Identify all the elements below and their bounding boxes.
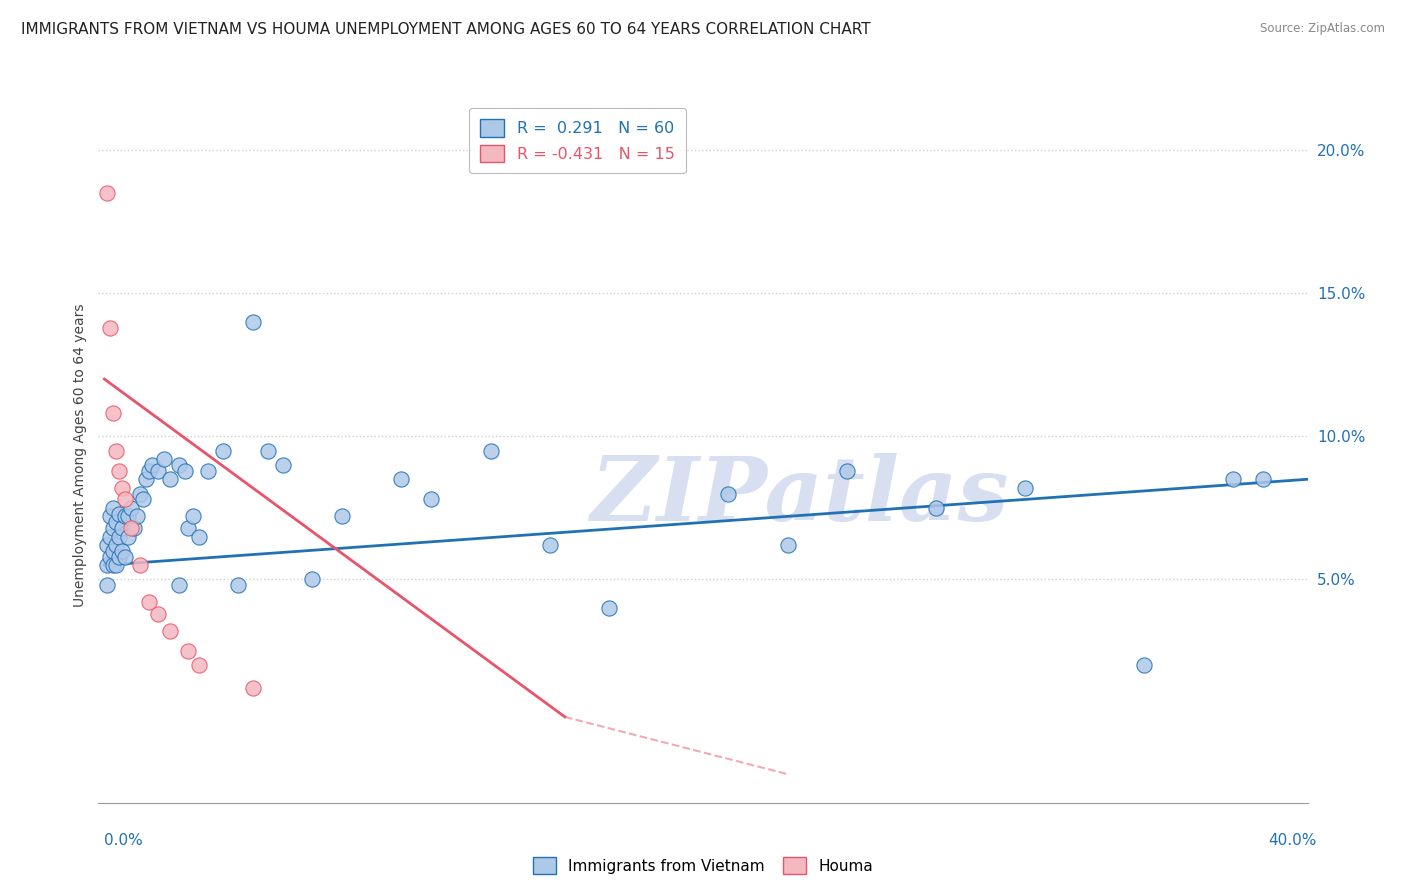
Point [242, 681, 264, 696]
Point [114, 492, 136, 507]
Point [105, 538, 128, 552]
Point [117, 529, 139, 543]
Point [598, 601, 620, 615]
Point [242, 315, 264, 329]
Point [1251, 472, 1274, 486]
Point [479, 443, 502, 458]
Point [173, 464, 195, 478]
Point [159, 624, 181, 638]
Point [538, 538, 561, 552]
Point [301, 573, 323, 587]
Point [98, 549, 121, 564]
Point [114, 549, 136, 564]
Point [1133, 658, 1156, 673]
Point [135, 472, 157, 486]
Point [141, 458, 163, 472]
Point [1222, 472, 1244, 486]
Point [96, 558, 118, 573]
Point [103, 500, 125, 515]
Point [146, 464, 169, 478]
Point [159, 472, 181, 486]
Point [120, 521, 142, 535]
Point [103, 558, 125, 573]
Point [330, 509, 353, 524]
Point [925, 500, 948, 515]
Point [103, 521, 125, 535]
Point [98, 529, 121, 543]
Point [176, 644, 198, 658]
Text: ZIPatlas: ZIPatlas [591, 453, 1008, 540]
Text: Source: ZipAtlas.com: Source: ZipAtlas.com [1260, 22, 1385, 36]
Point [197, 464, 219, 478]
Point [146, 607, 169, 621]
Point [117, 509, 139, 524]
Legend: Immigrants from Vietnam, Houma: Immigrants from Vietnam, Houma [527, 851, 879, 880]
Point [108, 507, 131, 521]
Point [167, 578, 190, 592]
Point [105, 558, 128, 573]
Point [226, 578, 249, 592]
Point [98, 320, 121, 334]
Point [835, 464, 858, 478]
Point [120, 500, 142, 515]
Point [391, 472, 413, 486]
Point [188, 529, 211, 543]
Point [271, 458, 294, 472]
Point [183, 509, 205, 524]
Point [1014, 481, 1036, 495]
Point [212, 443, 235, 458]
Point [96, 578, 118, 592]
Text: IMMIGRANTS FROM VIETNAM VS HOUMA UNEMPLOYMENT AMONG AGES 60 TO 64 YEARS CORRELAT: IMMIGRANTS FROM VIETNAM VS HOUMA UNEMPLO… [21, 22, 870, 37]
Point [420, 492, 443, 507]
Point [108, 464, 131, 478]
Point [167, 458, 190, 472]
Point [125, 509, 148, 524]
Point [129, 486, 152, 500]
Point [103, 544, 125, 558]
Point [188, 658, 211, 673]
Point [717, 486, 740, 500]
Point [108, 549, 131, 564]
Point [98, 509, 121, 524]
Point [103, 406, 125, 420]
Point [122, 521, 145, 535]
Text: 0.0%: 0.0% [104, 833, 143, 848]
Text: 40.0%: 40.0% [1268, 833, 1317, 848]
Point [111, 521, 134, 535]
Point [138, 595, 160, 609]
Point [111, 481, 134, 495]
Y-axis label: Unemployment Among Ages 60 to 64 years: Unemployment Among Ages 60 to 64 years [73, 303, 87, 607]
Legend: R =  0.291   N = 60, R = -0.431   N = 15: R = 0.291 N = 60, R = -0.431 N = 15 [470, 108, 686, 173]
Point [256, 443, 278, 458]
Point [176, 521, 198, 535]
Point [132, 492, 155, 507]
Point [129, 558, 152, 573]
Point [105, 443, 128, 458]
Point [114, 509, 136, 524]
Point [152, 452, 174, 467]
Point [96, 538, 118, 552]
Point [111, 544, 134, 558]
Point [96, 186, 118, 200]
Point [138, 464, 160, 478]
Point [105, 515, 128, 529]
Point [108, 529, 131, 543]
Point [776, 538, 799, 552]
